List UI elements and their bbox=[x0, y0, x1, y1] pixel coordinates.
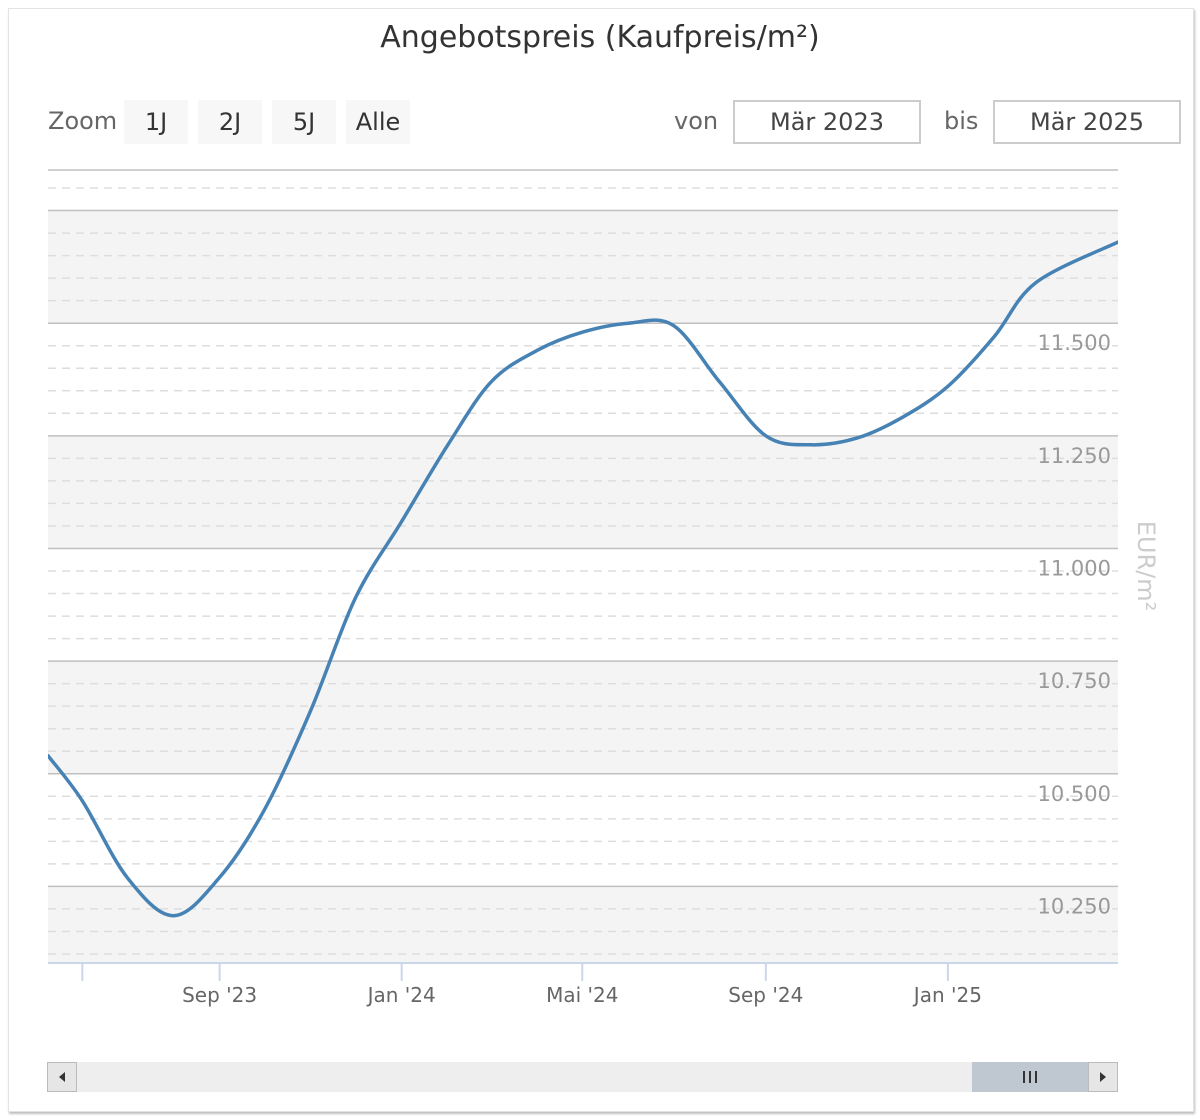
zoom-button-2j[interactable]: 2J bbox=[198, 100, 262, 144]
plot-band bbox=[48, 435, 1118, 549]
x-tick-label: Jan '25 bbox=[912, 983, 982, 1007]
range-to-input[interactable] bbox=[993, 100, 1181, 144]
x-tick-label: Mai '24 bbox=[546, 983, 618, 1007]
arrow-right-icon bbox=[1100, 1072, 1106, 1082]
x-tick-label: Sep '23 bbox=[182, 983, 257, 1007]
zoom-button-5j[interactable]: 5J bbox=[272, 100, 336, 144]
x-tick-label: Sep '24 bbox=[728, 983, 803, 1007]
plot-band bbox=[48, 210, 1118, 324]
navigator-scrollbar-track[interactable] bbox=[48, 1062, 1118, 1092]
y-axis-title: EUR/m² bbox=[1132, 521, 1160, 612]
y-tick-label: 11.250 bbox=[1038, 444, 1111, 468]
zoom-button-alle[interactable]: Alle bbox=[346, 100, 410, 144]
range-from-input[interactable] bbox=[733, 100, 921, 144]
arrow-left-icon bbox=[59, 1072, 65, 1082]
chart-title: Angebotspreis (Kaufpreis/m²) bbox=[380, 20, 820, 55]
grip-icon bbox=[1022, 1071, 1038, 1083]
y-tick-label: 11.000 bbox=[1038, 556, 1111, 580]
zoom-label: Zoom bbox=[48, 107, 118, 135]
y-tick-label: 10.500 bbox=[1038, 782, 1111, 806]
series-line bbox=[48, 240, 1118, 918]
y-tick-label: 10.250 bbox=[1038, 894, 1111, 918]
plot-band bbox=[48, 661, 1118, 774]
scrollbar-thumb[interactable] bbox=[972, 1062, 1088, 1092]
scroll-left-button[interactable] bbox=[47, 1062, 77, 1092]
y-tick-label: 10.750 bbox=[1038, 669, 1111, 693]
plot-band bbox=[48, 886, 1118, 963]
zoom-button-1j[interactable]: 1J bbox=[124, 100, 188, 144]
scroll-right-button[interactable] bbox=[1088, 1062, 1118, 1092]
range-from-label: von bbox=[674, 107, 719, 135]
range-to-label: bis bbox=[944, 107, 979, 135]
y-tick-label: 11.500 bbox=[1038, 331, 1111, 355]
x-tick-label: Jan '24 bbox=[366, 983, 436, 1007]
